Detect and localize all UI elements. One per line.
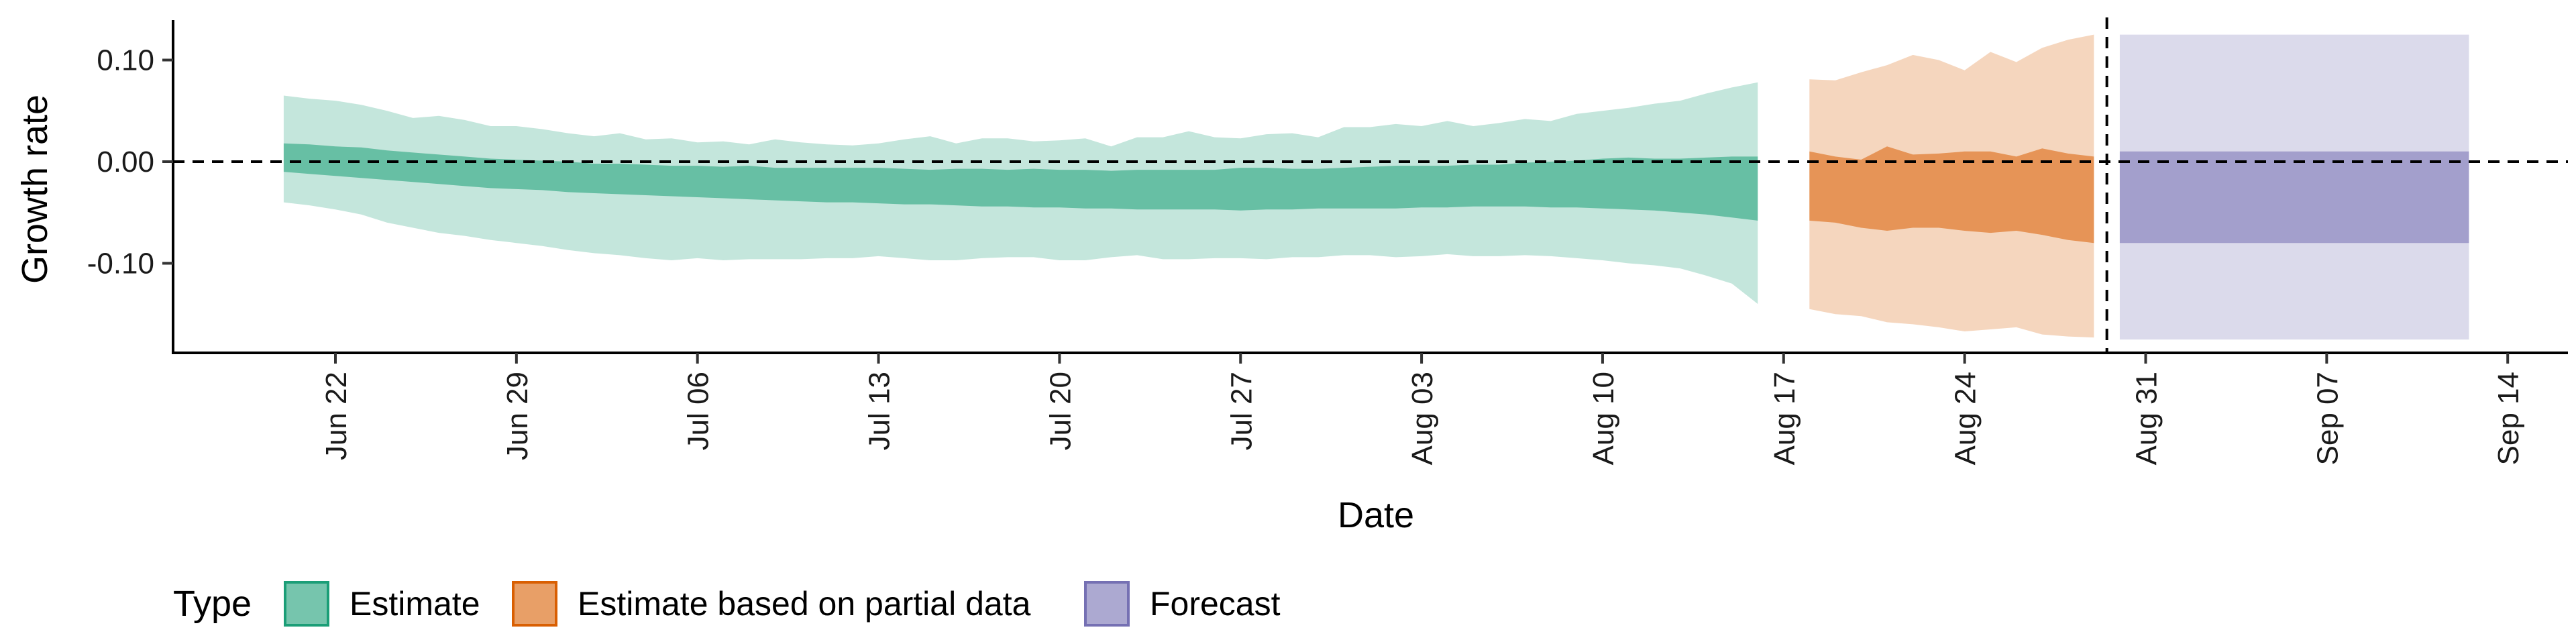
legend-item-forecast: Forecast	[1084, 581, 1281, 627]
x-tick-label: Aug 17	[1768, 372, 1801, 465]
x-tick-label: Aug 03	[1406, 372, 1439, 465]
series-estimate	[283, 82, 1758, 305]
x-tick-label: Jun 29	[501, 372, 534, 460]
legend-label: Estimate based on partial data	[578, 585, 1031, 623]
estimate-inner-band	[283, 143, 1758, 221]
x-tick-label: Aug 10	[1587, 372, 1620, 465]
legend-item-estimate: Estimate	[284, 581, 480, 627]
legend-label: Estimate	[350, 585, 480, 623]
legend-label: Forecast	[1150, 585, 1281, 623]
legend: Type Estimate Estimate based on partial d…	[173, 581, 1281, 627]
x-tick-label: Aug 24	[1949, 372, 1982, 465]
x-tick-label: Sep 14	[2492, 372, 2525, 465]
x-tick-label: Jul 06	[682, 372, 715, 450]
y-tick-label: 0.00	[97, 146, 154, 178]
x-tick-label: Aug 31	[2131, 372, 2163, 465]
y-tick-label: 0.10	[97, 44, 154, 77]
x-tick-label: Jul 27	[1225, 372, 1258, 450]
x-axis-title: Date	[1338, 495, 1414, 535]
estimate-based-on-partial-data-inner-band	[1809, 146, 2094, 244]
x-tick-label: Jun 22	[320, 372, 353, 460]
legend-swatch-forecast	[1084, 581, 1130, 627]
legend-item-estimate-based-on-partial-data: Estimate based on partial data	[512, 581, 1031, 627]
legend-swatch-estimate	[284, 581, 329, 627]
x-tick-label: Jul 20	[1044, 372, 1077, 450]
x-tick-label: Sep 07	[2311, 372, 2344, 465]
y-axis-title: Growth rate	[15, 95, 55, 284]
series-forecast	[2119, 34, 2469, 340]
y-tick-label: -0.10	[87, 248, 154, 280]
axes: 0.10 0.00 -0.10 Jun 22 Jun 29 Jul 06 Jul 13 Jul…	[87, 20, 2568, 465]
forecast-inner-band	[2119, 151, 2469, 244]
legend-swatch-estimate-based-on-partial-data	[512, 581, 557, 627]
legend-title: Type	[173, 584, 252, 624]
plot-area	[173, 17, 2568, 353]
series-estimate-based-on-partial-data	[1809, 34, 2094, 338]
x-tick-label: Jul 13	[863, 372, 896, 450]
